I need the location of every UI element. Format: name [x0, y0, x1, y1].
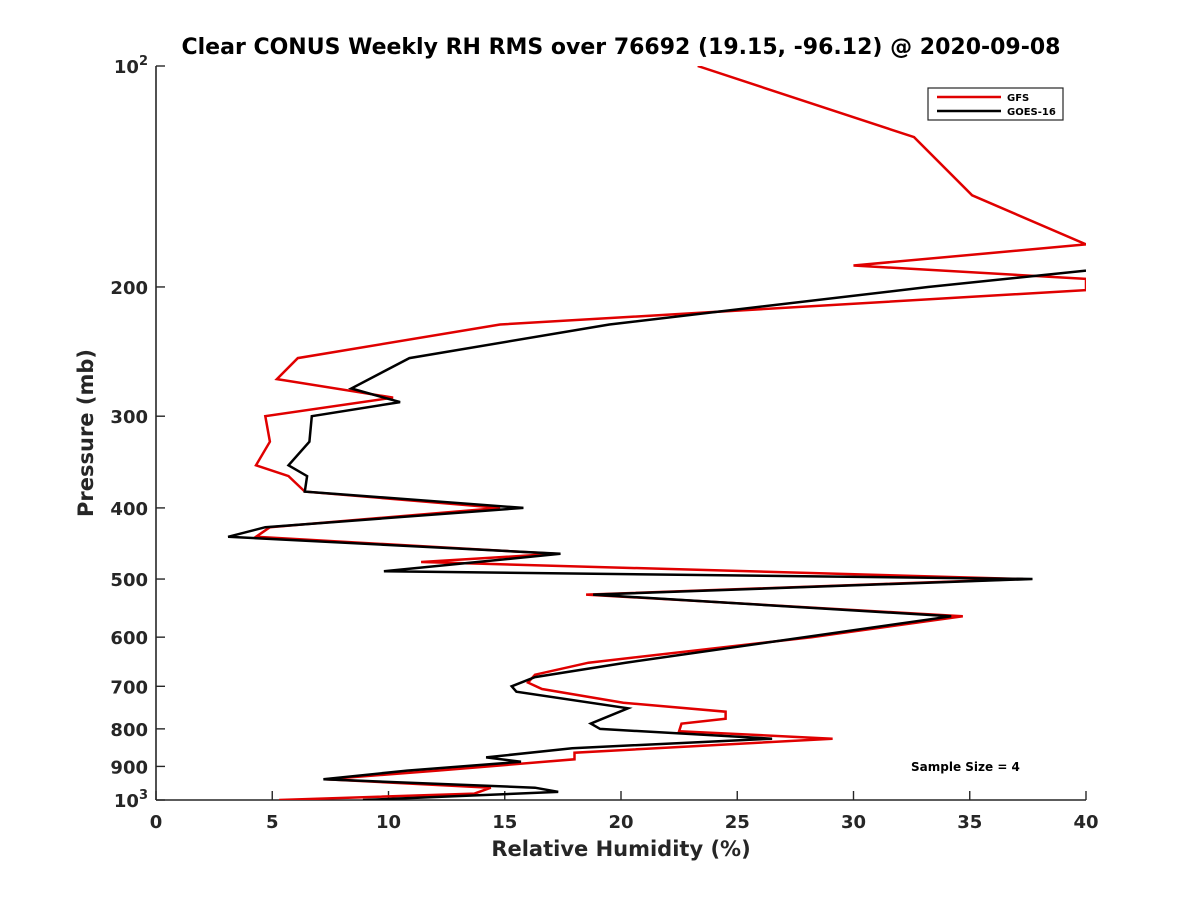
- y-tick-label: 400: [110, 499, 148, 520]
- x-tick-label: 35: [957, 812, 982, 833]
- y-tick-label: 103: [114, 788, 148, 812]
- x-tick-label: 15: [492, 812, 517, 833]
- y-tick-label: 800: [110, 720, 148, 741]
- x-axis-label: Relative Humidity (%): [491, 837, 750, 861]
- y-tick-label: 200: [110, 278, 148, 299]
- chart-title: Clear CONUS Weekly RH RMS over 76692 (19…: [182, 35, 1061, 60]
- legend-label-gfs: GFS: [1007, 93, 1029, 104]
- y-tick-label: 102: [114, 54, 148, 78]
- series-layer: [227, 66, 1086, 800]
- legend-label-goes16: GOES-16: [1007, 107, 1056, 118]
- x-tick-label: 0: [150, 812, 163, 833]
- x-tick-label: 5: [266, 812, 279, 833]
- y-tick-label: 600: [110, 628, 148, 649]
- x-tick-label: 25: [725, 812, 750, 833]
- y-tick-label: 900: [110, 757, 148, 778]
- sample-size-annotation: Sample Size = 4: [911, 760, 1020, 774]
- x-tick-label: 30: [841, 812, 866, 833]
- y-axis-label: Pressure (mb): [74, 349, 98, 517]
- y-tick-label: 500: [110, 570, 148, 591]
- y-tick-label: 700: [110, 677, 148, 698]
- x-tick-label: 20: [608, 812, 633, 833]
- y-tick-label: 300: [110, 407, 148, 428]
- x-tick-label: 40: [1073, 812, 1098, 833]
- series-line-goes16: [227, 269, 1086, 800]
- legend: GFS GOES-16: [927, 87, 1064, 121]
- y-axis-ticks: 102 200 300 400 500 600 700 800 900 103: [110, 54, 165, 812]
- series-line-gfs: [252, 66, 1086, 800]
- x-tick-label: 10: [376, 812, 401, 833]
- x-axis-ticks: 0 5 10 15 20 25 30 35 40: [150, 791, 1099, 833]
- legend-box: [927, 87, 1064, 121]
